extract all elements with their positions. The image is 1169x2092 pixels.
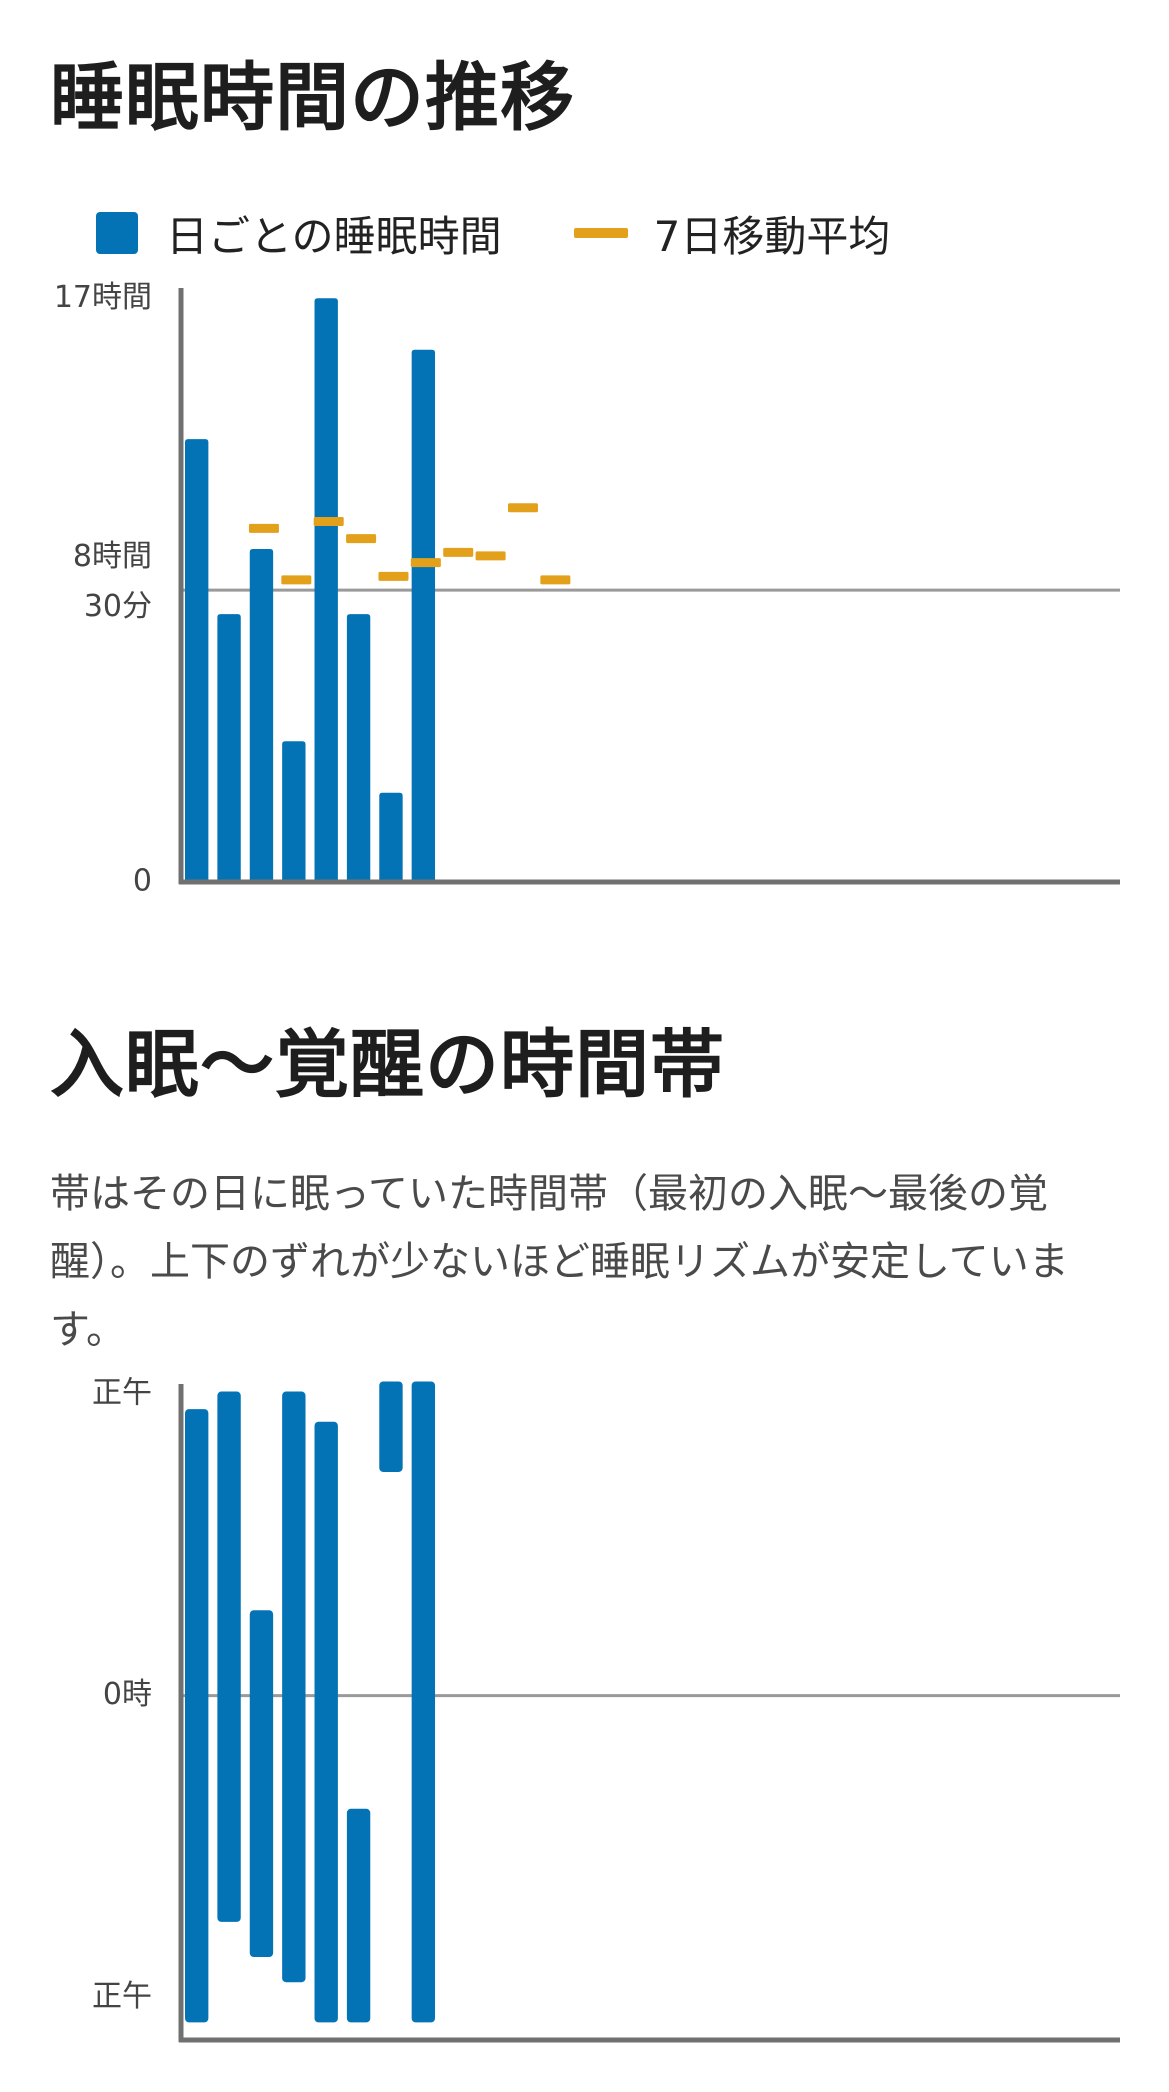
legend: 日ごとの睡眠時間 7日移動平均 (96, 205, 890, 261)
bar-daily-1 (217, 614, 241, 882)
avg-marker-10 (507, 503, 538, 513)
y-tick-label-1: 0時 (103, 1677, 152, 1712)
avg-marker-4 (313, 516, 344, 526)
y-tick-label-2: 17時間 (54, 280, 152, 315)
legend-bar-swatch (96, 212, 138, 254)
y-tick-label-0: 0 (133, 864, 152, 899)
sleep-duration-chart: 0 8時間 30分 17時間 (54, 280, 1120, 899)
avg-marker-5 (346, 534, 377, 544)
bar-daily-3 (282, 741, 306, 882)
range-bar-7 (411, 1381, 436, 2023)
bar-daily-5 (346, 614, 371, 882)
y-tick-label-1: 8時間 30分 (73, 539, 152, 624)
bar-daily-7 (411, 349, 436, 882)
bar-daily-0 (185, 439, 209, 882)
legend-label-average: 7日移動平均 (653, 211, 891, 261)
avg-marker-11 (540, 575, 571, 585)
bar-daily-2 (249, 548, 274, 882)
range-bar-1 (217, 1391, 241, 1922)
avg-marker-6 (378, 571, 409, 581)
bar-daily-6 (379, 792, 403, 882)
y-tick-label-0: 正午 (92, 1376, 152, 1411)
avg-marker-7 (410, 558, 441, 568)
avg-marker-2 (248, 523, 279, 533)
range-bar-6 (379, 1381, 403, 1472)
chart-title-sleep-duration: 睡眠時間の推移 (50, 55, 575, 141)
chart-title-sleep-window: 入眠〜覚醒の時間帯 (50, 1022, 725, 1108)
legend-average-swatch (573, 228, 628, 238)
range-bar-4 (314, 1421, 338, 2023)
chart-description: 帯はその日に眠っていた時間帯（最初の入眠〜最後の覚醒）。上下のずれが少ないほど睡… (50, 1171, 1069, 1353)
y-tick-label-2: 正午 (92, 1979, 152, 2014)
range-bar-0 (185, 1409, 209, 2023)
range-bar-5 (346, 1808, 371, 2023)
legend-label-daily: 日ごとの睡眠時間 (166, 211, 502, 261)
avg-marker-9 (475, 551, 506, 561)
range-bar-3 (282, 1391, 306, 1983)
avg-marker-3 (281, 575, 312, 585)
bar-daily-4 (314, 298, 338, 883)
range-bar-2 (249, 1610, 274, 1958)
avg-marker-8 (443, 547, 474, 557)
